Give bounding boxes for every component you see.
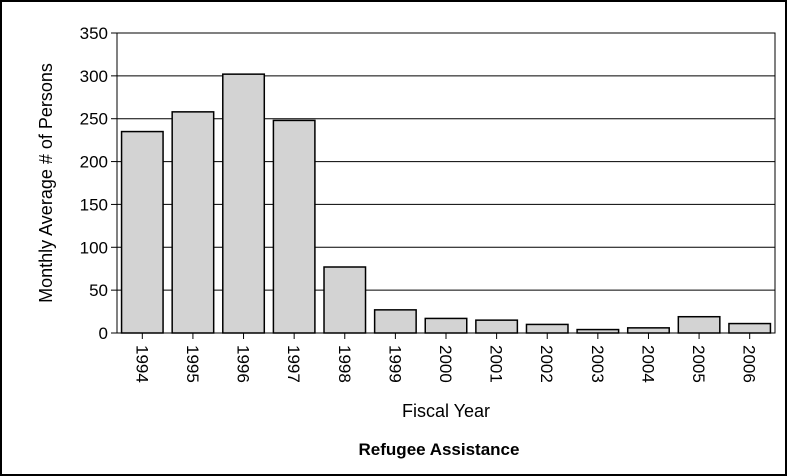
y-tick-label: 350 (80, 24, 108, 43)
chart-title: Refugee Assistance (359, 440, 520, 459)
bar-1999 (373, 309, 417, 334)
y-tick-label: 300 (80, 67, 108, 86)
x-axis-ticks: 1994 1995 1996 1997 1998 1999 2000 2001 2002 2003… (132, 333, 759, 383)
bar-2004 (626, 327, 670, 334)
bar-1994 (120, 130, 164, 334)
x-tick-label: 1997 (284, 345, 303, 383)
y-tick-label: 50 (89, 281, 108, 300)
x-tick-label: 1995 (183, 345, 202, 383)
bar-1997 (272, 119, 316, 334)
y-tick-label: 100 (80, 238, 108, 257)
gridlines (117, 32, 775, 334)
bar-2001 (475, 319, 519, 334)
bar-2005 (677, 315, 721, 334)
y-tick-label: 150 (80, 195, 108, 214)
bar-2000 (424, 317, 468, 334)
x-tick-label: 1999 (385, 345, 404, 383)
x-tick-label: 1998 (335, 345, 354, 383)
bar-2002 (525, 323, 569, 334)
x-tick-label: 2005 (689, 345, 708, 383)
y-tick-label: 0 (99, 324, 108, 343)
x-tick-label: 2000 (436, 345, 455, 383)
bars (120, 73, 772, 334)
bar-1995 (171, 111, 215, 334)
y-axis-label: Monthly Average # of Persons (36, 63, 56, 303)
x-tick-label: 1994 (132, 345, 151, 383)
y-axis-ticks: 0 50 100 150 200 250 300 350 (80, 24, 117, 343)
x-tick-label: 2006 (740, 345, 759, 383)
x-tick-label: 2001 (487, 345, 506, 383)
x-tick-label: 1996 (234, 345, 253, 383)
y-tick-label: 200 (80, 153, 108, 172)
x-tick-label: 2003 (588, 345, 607, 383)
x-tick-label: 2002 (537, 345, 556, 383)
bar-1998 (323, 266, 367, 334)
plot-area (116, 32, 776, 334)
bar-1996 (222, 73, 266, 334)
bar-2003 (576, 328, 620, 334)
x-axis-label: Fiscal Year (402, 401, 490, 421)
y-tick-label: 250 (80, 110, 108, 129)
bar-2006 (728, 322, 772, 334)
x-tick-label: 2004 (638, 345, 657, 383)
